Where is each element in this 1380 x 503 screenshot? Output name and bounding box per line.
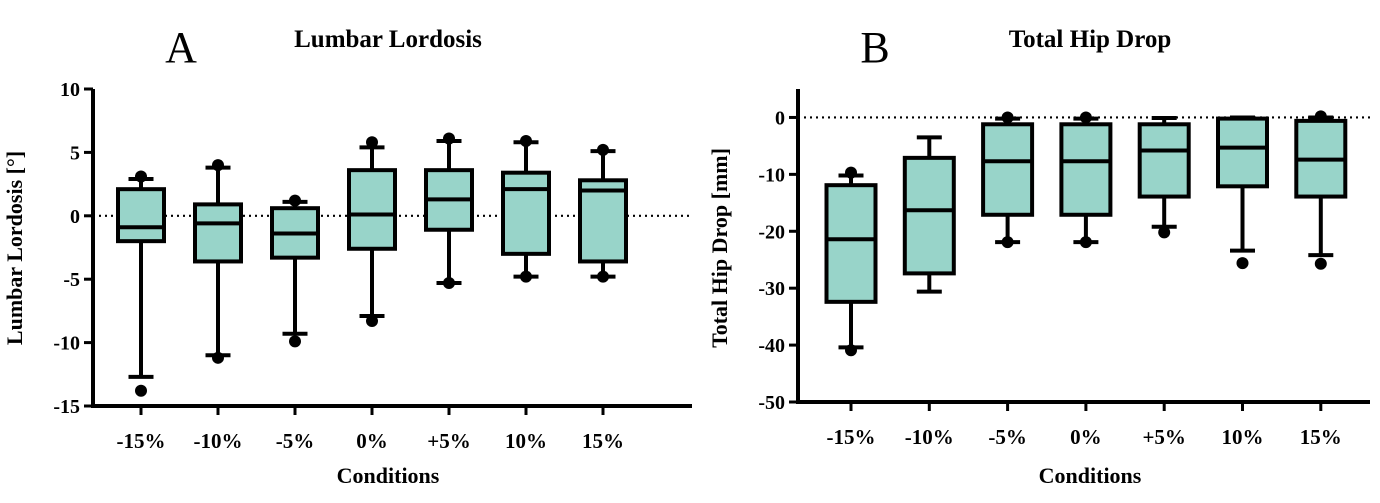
panel-a-outlier-3-0 (366, 315, 378, 328)
panel-a-ytick-label-5: -15 (53, 396, 80, 418)
panel-a-ytick-label-4: -10 (53, 333, 80, 355)
panel-a-outlier-1-0 (212, 351, 224, 364)
panel-a-outlier-2-1 (289, 194, 301, 207)
panel-b-ytick-label-4: -40 (758, 335, 785, 357)
panel-a-xlabel: Conditions (337, 463, 440, 488)
panel-b-ytick-label-2: -20 (758, 221, 785, 243)
panel-b-box-6 (1294, 110, 1348, 270)
panel-a-category-label-6: 15% (582, 429, 624, 453)
panel-b-outlier-0-1 (845, 166, 857, 179)
panel-b-category-label-0: -15% (827, 425, 876, 449)
panel-a-box-5 (501, 134, 551, 283)
panel-b-outlier-2-1 (1001, 111, 1014, 124)
panel-a-outlier-0-0 (135, 384, 147, 397)
panel-b-outlier-4-0 (1158, 226, 1171, 239)
panel-b: B Total Hip Drop Total Hip Drop [mm] Con… (707, 23, 1370, 488)
panel-b-xlabel: Conditions (1039, 463, 1142, 488)
panel-a-outlier-4-0 (443, 277, 455, 290)
panel-a-outlier-2-0 (289, 335, 301, 348)
panel-a-outlier-3-1 (366, 136, 378, 149)
panel-a-outlier-4-1 (443, 132, 455, 145)
panel-b-ytick-label-5: -50 (758, 392, 785, 414)
panel-b-box-rect-0 (824, 183, 878, 304)
panel-a-box-1 (193, 159, 243, 364)
panel-b-box-4 (1137, 116, 1191, 239)
panel-a-ytick-label-3: -5 (63, 269, 80, 291)
panel-a-category-label-2: -5% (276, 429, 315, 453)
panel-b-category-label-1: -10% (905, 425, 954, 449)
panel-a-box-rect-1 (193, 202, 243, 264)
panel-a-title: Lumbar Lordosis (294, 26, 482, 53)
panel-a-box-6 (578, 143, 628, 283)
panel-a-ylabel: Lumbar Lordosis [°] (2, 151, 27, 345)
panel-b-box-rect-5 (1216, 116, 1269, 189)
panel-b-ytick-label-1: -10 (758, 164, 785, 186)
panel-a-box-rect-5 (501, 170, 551, 256)
panel-a-category-label-3: 0% (356, 429, 388, 453)
panel-a-box-0 (116, 170, 166, 397)
panel-b-outlier-3-0 (1079, 236, 1092, 249)
panel-b-outlier-0-0 (845, 344, 857, 357)
panel-a-box-2 (270, 194, 320, 348)
panel-b-outlier-2-0 (1001, 236, 1014, 249)
panel-a-ytick-label-0: 10 (60, 79, 80, 101)
panel-a-outlier-5-1 (520, 134, 532, 147)
panel-b-outlier-3-1 (1079, 111, 1092, 124)
panel-a-ytick-label-1: 5 (70, 142, 80, 164)
panel-b-category-label-4: +5% (1142, 425, 1185, 449)
panel-b-title: Total Hip Drop (1009, 26, 1172, 53)
panel-a-ytick-label-2: 0 (70, 206, 80, 228)
panel-b-letter: B (860, 23, 889, 72)
panel-b-box-3 (1059, 111, 1113, 249)
panel-a-box-4 (424, 132, 474, 290)
panel-a-outlier-1-1 (212, 159, 224, 172)
panel-a-letter: A (165, 23, 197, 72)
panel-b-box-0 (824, 166, 878, 357)
panel-b-ytick-label-0: 0 (775, 107, 785, 129)
panel-b-box-2 (981, 111, 1035, 249)
panel-b-ylabel: Total Hip Drop [mm] (707, 148, 732, 348)
panel-b-category-label-3: 0% (1070, 425, 1102, 449)
panel-b-category-label-6: 15% (1300, 425, 1342, 449)
panel-b-outlier-6-1 (1314, 110, 1327, 123)
panel-a-outlier-6-0 (597, 270, 609, 283)
panel-b-box-rect-3 (1059, 122, 1113, 217)
panel-a-outlier-0-1 (135, 170, 147, 183)
panel-b-plot: -15% -10% -5% 0% +5% 10% 15% 0 -10 -20 -30 -40 -50 (758, 89, 1370, 449)
panel-a: A Lumbar Lordosis Lumbar Lordosis [°] Co… (2, 23, 692, 488)
panel-a-box-3 (347, 136, 397, 328)
panel-b-box-5 (1216, 115, 1269, 270)
panel-a-plot: -15% -10% -5% 0% +5% 10% 15% 10 5 0 -5 -10 -15 (53, 79, 692, 453)
panel-b-outlier-6-0 (1314, 257, 1327, 270)
panel-b-ytick-label-3: -30 (758, 278, 785, 300)
panel-a-category-label-4: +5% (427, 429, 470, 453)
panel-b-box-rect-4 (1137, 122, 1191, 199)
panel-a-box-rect-6 (578, 178, 628, 264)
panel-a-box-rect-0 (116, 187, 166, 244)
panel-b-category-label-2: -5% (988, 425, 1027, 449)
panel-a-category-label-1: -10% (194, 429, 243, 453)
panel-a-box-rect-3 (347, 168, 397, 251)
panel-a-outlier-5-0 (520, 270, 532, 283)
panel-a-category-label-5: 10% (505, 429, 547, 453)
panel-b-outlier-5-0 (1236, 257, 1249, 270)
panel-b-box-1 (902, 135, 956, 294)
panel-a-category-label-0: -15% (117, 429, 166, 453)
panel-b-box-rect-1 (902, 155, 956, 276)
panel-b-category-label-5: 10% (1222, 425, 1264, 449)
panel-a-outlier-6-1 (597, 143, 609, 156)
panel-b-box-rect-2 (981, 122, 1035, 217)
